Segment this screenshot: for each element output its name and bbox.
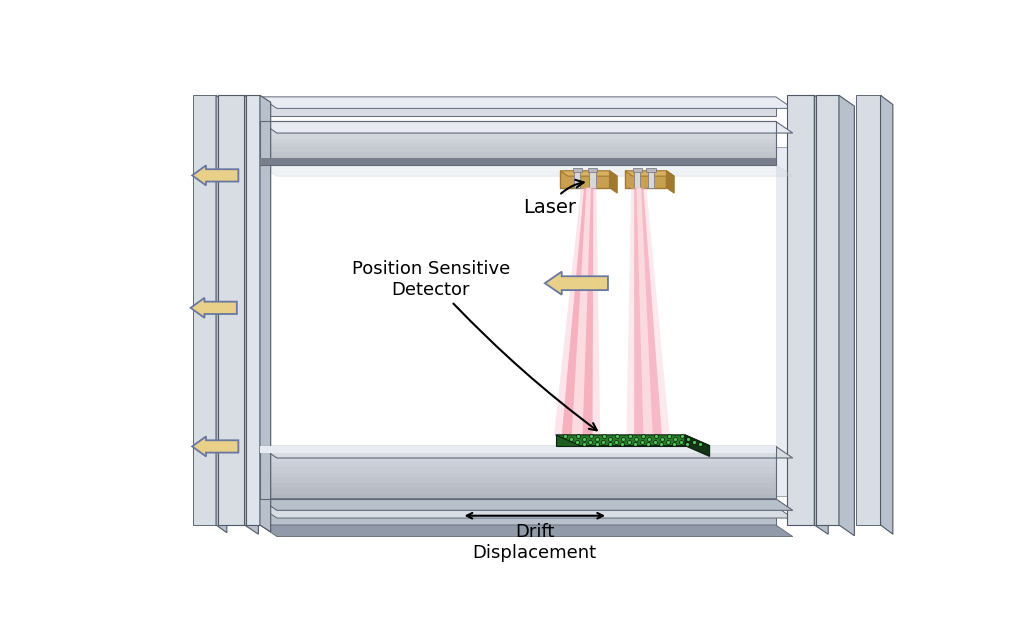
Bar <box>646 168 655 172</box>
Polygon shape <box>260 499 793 510</box>
Polygon shape <box>260 488 776 494</box>
Polygon shape <box>260 138 776 143</box>
Polygon shape <box>260 507 776 525</box>
Bar <box>634 171 640 188</box>
Bar <box>588 168 597 172</box>
Polygon shape <box>260 95 270 532</box>
Polygon shape <box>625 171 674 176</box>
Polygon shape <box>260 494 776 499</box>
Polygon shape <box>190 298 237 318</box>
Polygon shape <box>260 158 776 165</box>
Polygon shape <box>260 473 776 478</box>
Bar <box>648 171 654 188</box>
Polygon shape <box>193 165 239 186</box>
Polygon shape <box>260 446 776 451</box>
Polygon shape <box>260 507 793 518</box>
Polygon shape <box>260 152 776 156</box>
Polygon shape <box>786 95 814 525</box>
Polygon shape <box>260 143 776 147</box>
Polygon shape <box>560 171 609 188</box>
Polygon shape <box>260 457 776 462</box>
Polygon shape <box>260 478 776 483</box>
Polygon shape <box>260 446 793 458</box>
Polygon shape <box>260 451 776 457</box>
Polygon shape <box>260 462 776 468</box>
Polygon shape <box>216 95 226 533</box>
Polygon shape <box>881 95 893 534</box>
Polygon shape <box>193 437 239 456</box>
Bar <box>856 95 881 525</box>
Bar <box>260 135 776 485</box>
Polygon shape <box>816 95 839 525</box>
Polygon shape <box>260 483 776 488</box>
Bar <box>590 171 596 188</box>
Polygon shape <box>260 525 793 537</box>
Polygon shape <box>246 95 260 525</box>
Polygon shape <box>260 165 793 176</box>
Bar <box>276 147 793 496</box>
Polygon shape <box>556 435 685 446</box>
Bar <box>572 168 582 172</box>
Polygon shape <box>260 134 776 138</box>
Polygon shape <box>562 188 593 435</box>
Polygon shape <box>260 97 776 116</box>
Polygon shape <box>245 95 258 534</box>
Bar <box>574 171 581 188</box>
Polygon shape <box>260 147 776 152</box>
Polygon shape <box>554 188 600 435</box>
Polygon shape <box>556 435 710 446</box>
Polygon shape <box>634 188 662 435</box>
Polygon shape <box>637 188 652 435</box>
Polygon shape <box>260 156 776 160</box>
Polygon shape <box>260 160 776 165</box>
Polygon shape <box>627 188 670 435</box>
Text: Laser: Laser <box>523 180 584 217</box>
Polygon shape <box>685 435 710 456</box>
Polygon shape <box>260 126 776 130</box>
Polygon shape <box>260 122 793 133</box>
Polygon shape <box>260 446 776 453</box>
Polygon shape <box>839 95 854 536</box>
Text: Drift
Displacement: Drift Displacement <box>473 524 597 562</box>
Polygon shape <box>667 171 674 193</box>
Polygon shape <box>545 271 608 295</box>
Polygon shape <box>609 171 617 193</box>
Polygon shape <box>260 97 793 109</box>
Polygon shape <box>560 171 617 176</box>
Polygon shape <box>217 95 245 525</box>
Polygon shape <box>260 122 776 126</box>
Polygon shape <box>260 468 776 473</box>
Bar <box>633 168 642 172</box>
Polygon shape <box>571 188 591 435</box>
Text: Position Sensitive
Detector: Position Sensitive Detector <box>351 260 597 430</box>
Polygon shape <box>814 95 828 534</box>
Polygon shape <box>260 130 776 134</box>
Polygon shape <box>625 171 667 188</box>
Bar <box>193 95 216 525</box>
